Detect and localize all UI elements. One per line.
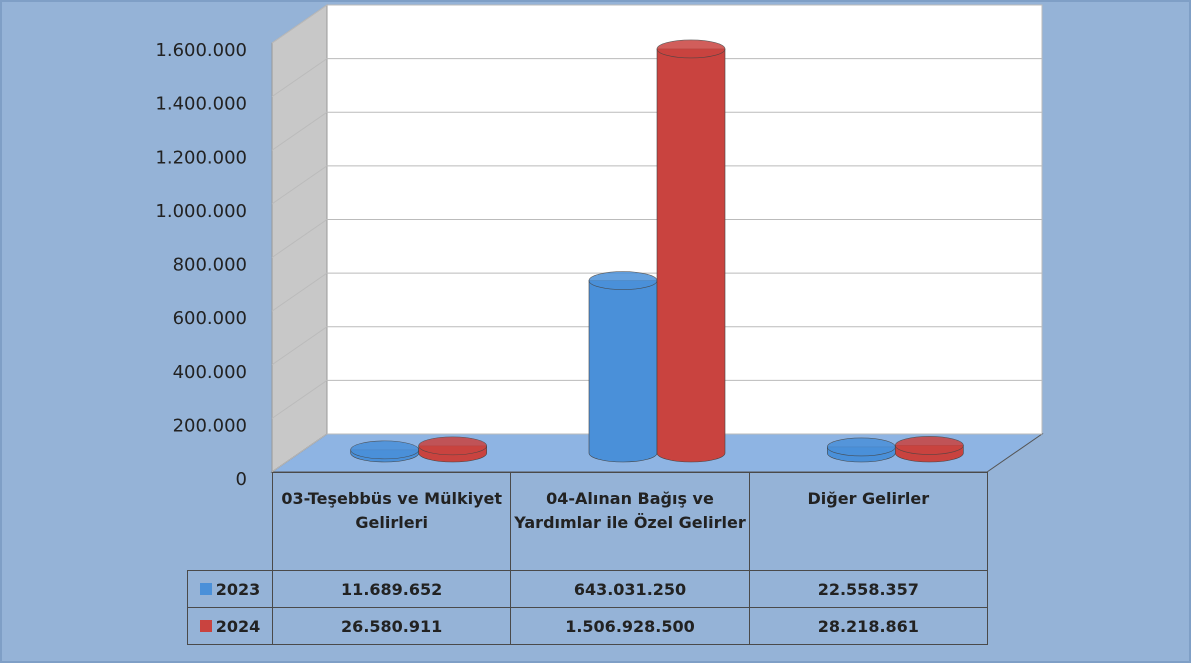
y-tick-label: 400.000 — [173, 362, 247, 383]
grid-line — [271, 379, 1042, 419]
grid-line — [271, 219, 1042, 258]
y-tick-label: 200.000 — [173, 415, 247, 436]
legend-label: 2023 — [215, 579, 261, 599]
table-value: 22.558.357 — [748, 570, 988, 608]
grid-line — [271, 58, 1042, 98]
legend-label: 2024 — [215, 616, 261, 636]
cylinder-top — [418, 436, 487, 456]
table-value: 26.580.911 — [272, 607, 512, 645]
table-value: 643.031.250 — [510, 570, 750, 608]
legend-swatch — [199, 620, 212, 632]
y-tick-label: 0 — [236, 469, 247, 490]
legend-cell: 2024 — [187, 607, 273, 645]
y-tick-label: 1.400.000 — [155, 94, 247, 115]
y-tick-label: 600.000 — [173, 308, 247, 329]
cylinder-top — [827, 437, 896, 457]
cylinder — [656, 48, 726, 463]
category-label: 03-Teşebbüs ve Mülkiyet Gelirleri — [272, 472, 512, 571]
cylinder-top — [588, 271, 658, 290]
grid-line — [271, 4, 1042, 44]
table-value: 11.689.652 — [272, 570, 512, 608]
category-label: Diğer Gelirler — [748, 472, 988, 571]
table-value: 28.218.861 — [748, 607, 988, 645]
y-tick-label: 1.600.000 — [155, 40, 247, 61]
category-label: 04-Alınan Bağış ve Yardımlar ile Özel Ge… — [510, 472, 750, 571]
cylinder-top — [895, 436, 964, 455]
legend-cell: 2023 — [187, 570, 273, 608]
y-tick-label: 800.000 — [173, 255, 247, 276]
legend-swatch — [199, 583, 212, 595]
cylinder-top — [656, 39, 726, 59]
table-value: 1.506.928.500 — [510, 607, 750, 645]
cylinder — [588, 280, 658, 463]
y-tick-label: 1.000.000 — [155, 201, 247, 222]
grid-line — [271, 111, 1042, 151]
y-tick-label: 1.200.000 — [155, 147, 247, 168]
grid-line — [271, 165, 1042, 205]
grid-line — [271, 272, 1042, 312]
grid-line — [271, 326, 1042, 366]
grid-line — [271, 433, 1042, 473]
cylinder-top — [350, 440, 419, 460]
